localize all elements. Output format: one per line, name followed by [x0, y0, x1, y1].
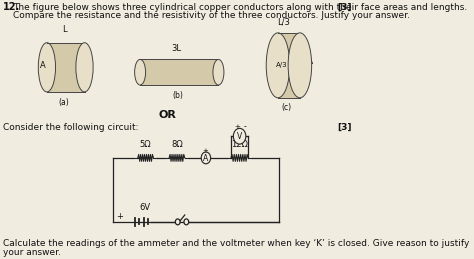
Ellipse shape — [213, 59, 224, 85]
Text: +: + — [202, 148, 208, 154]
Text: L/3: L/3 — [277, 18, 290, 27]
Text: 3A: 3A — [302, 57, 313, 66]
Text: (c): (c) — [281, 103, 291, 112]
Text: Consider the following circuit:: Consider the following circuit: — [3, 123, 138, 132]
Ellipse shape — [288, 33, 311, 98]
Text: 12Ω: 12Ω — [231, 140, 248, 149]
Text: 3L: 3L — [172, 44, 182, 53]
Text: 6V: 6V — [139, 203, 150, 212]
Text: +: + — [234, 124, 240, 130]
Text: L: L — [62, 25, 66, 34]
Bar — [278, 33, 300, 98]
Text: +: + — [116, 212, 123, 221]
Text: A/3: A/3 — [276, 62, 288, 68]
Text: [3]: [3] — [337, 3, 352, 12]
Text: Compare the resistance and the resistivity of the three conductors. Justify your: Compare the resistance and the resistivi… — [13, 11, 410, 20]
Text: 8Ω: 8Ω — [171, 140, 183, 149]
Text: A: A — [203, 154, 209, 163]
Text: (b): (b) — [172, 91, 183, 100]
Circle shape — [233, 128, 246, 144]
Bar — [47, 43, 84, 92]
Text: A: A — [40, 61, 46, 70]
Text: (a): (a) — [59, 98, 69, 107]
Text: your answer.: your answer. — [3, 248, 61, 257]
Text: [3]: [3] — [337, 123, 352, 132]
Text: -: - — [244, 122, 246, 131]
Ellipse shape — [266, 33, 290, 98]
Circle shape — [201, 152, 210, 164]
Text: The figure below shows three cylindrical copper conductors along with their face: The figure below shows three cylindrical… — [13, 3, 467, 12]
Text: OR: OR — [159, 110, 176, 119]
Circle shape — [175, 219, 180, 225]
Ellipse shape — [76, 43, 93, 92]
Text: 12.: 12. — [3, 2, 20, 12]
Ellipse shape — [38, 43, 55, 92]
Bar — [140, 59, 219, 85]
Ellipse shape — [135, 59, 146, 85]
Text: 5Ω: 5Ω — [140, 140, 151, 149]
Circle shape — [184, 219, 189, 225]
Text: Calculate the readings of the ammeter and the voltmeter when key ‘K’ is closed. : Calculate the readings of the ammeter an… — [3, 240, 469, 248]
Text: V: V — [237, 132, 242, 141]
